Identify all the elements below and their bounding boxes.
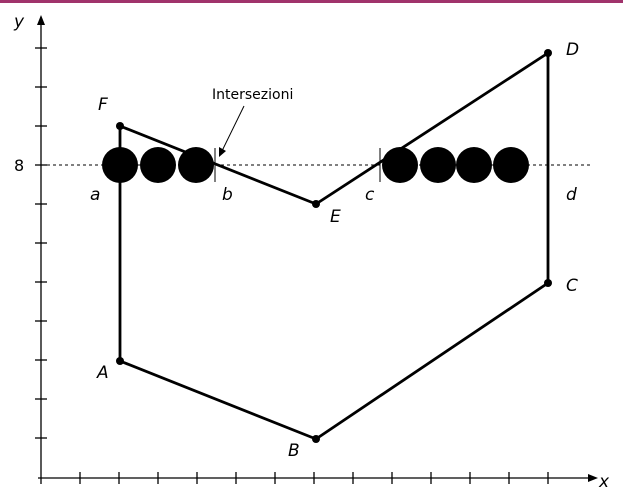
x-axis-ticks xyxy=(79,472,549,484)
x-axis-arrowhead xyxy=(588,474,598,482)
annotation-arrow xyxy=(220,105,245,154)
vertex-C xyxy=(544,279,552,287)
filled-pixel xyxy=(140,147,176,183)
vertex-A xyxy=(116,357,124,365)
filled-pixel xyxy=(493,147,529,183)
intersection-label-b: b xyxy=(222,185,233,205)
filled-pixel xyxy=(382,147,418,183)
annotation-label: Intersezioni xyxy=(212,87,293,103)
vertex-label-F: F xyxy=(98,95,108,115)
vertex-label-B: B xyxy=(288,441,300,461)
intersection-label-c: c xyxy=(365,185,375,205)
vertex-E xyxy=(312,200,320,208)
vertex-label-A: A xyxy=(96,363,109,383)
vertex-B xyxy=(312,435,320,443)
filled-pixel xyxy=(178,147,214,183)
vertex-label-C: C xyxy=(566,276,578,296)
annotation-arrowhead xyxy=(219,147,226,157)
top-accent-bar xyxy=(0,0,623,3)
y-tick-label-8: 8 xyxy=(14,156,24,175)
filled-pixel xyxy=(456,147,492,183)
polygon-outline xyxy=(118,51,550,441)
y-axis-arrowhead xyxy=(37,15,45,25)
pixel-span-a-b xyxy=(102,147,214,183)
y-axis-ticks xyxy=(35,47,47,439)
intersection-label-d: d xyxy=(566,185,577,205)
vertex-D xyxy=(544,49,552,57)
filled-pixel xyxy=(420,147,456,183)
vertex-label-E: E xyxy=(330,207,341,227)
axis-label-y: y xyxy=(13,12,25,32)
axis-label-x: x xyxy=(598,472,610,492)
filled-pixel xyxy=(102,147,138,183)
intersection-label-a: a xyxy=(90,185,100,205)
pixel-span-c-d xyxy=(382,147,529,183)
vertex-label-D: D xyxy=(566,40,579,60)
vertex-F xyxy=(116,122,124,130)
